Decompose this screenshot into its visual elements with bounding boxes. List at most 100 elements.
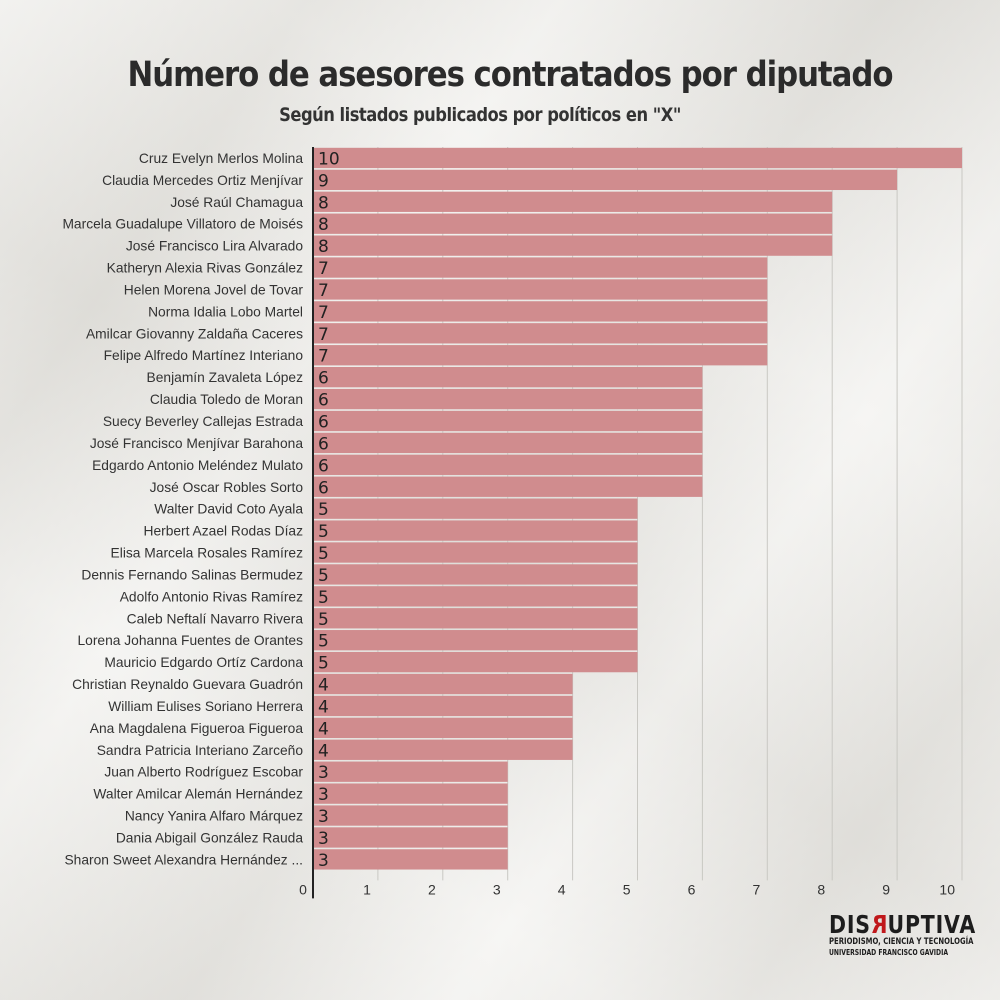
bar	[313, 805, 508, 826]
x-tick-label: 9	[882, 881, 890, 897]
value-label: 5	[318, 632, 329, 652]
x-tick-label: 3	[493, 881, 501, 897]
value-label: 3	[318, 851, 329, 871]
logo-university: UNIVERSIDAD FRANCISCO GAVIDIA	[829, 947, 949, 957]
x-tick-label: 7	[753, 881, 761, 897]
bar	[313, 849, 508, 870]
value-label: 8	[318, 193, 329, 213]
value-label: 6	[318, 391, 329, 411]
value-label: 3	[318, 763, 329, 783]
category-label: José Francisco Lira Alvarado	[126, 239, 303, 254]
value-label: 7	[318, 281, 329, 301]
x-tick-label: 4	[558, 881, 566, 897]
category-label: Christian Reynaldo Guevara Guadrón	[72, 677, 303, 692]
value-label: 5	[318, 522, 329, 542]
bar	[313, 564, 638, 585]
bar	[313, 257, 768, 278]
value-label: 8	[318, 237, 329, 257]
category-label: Katheryn Alexia Rivas González	[107, 261, 303, 276]
value-label: 5	[318, 654, 329, 674]
bar	[313, 673, 573, 695]
category-label: Claudia Toledo de Moran	[150, 392, 303, 407]
x-tick-label: 10	[939, 881, 955, 897]
bar	[313, 323, 768, 344]
category-label: Elisa Marcela Rosales Ramírez	[111, 546, 304, 561]
bar	[313, 717, 573, 739]
category-label: Cruz Evelyn Merlos Molina	[139, 151, 303, 166]
bar	[313, 827, 508, 848]
x-tick-label: 2	[428, 881, 436, 897]
category-label: Claudia Mercedes Ortiz Menjívar	[102, 173, 303, 188]
value-label: 7	[318, 347, 329, 367]
x-tick-label: 1	[363, 881, 371, 897]
bar	[313, 147, 962, 169]
category-label: José Francisco Menjívar Barahona	[90, 436, 304, 451]
value-label: 4	[318, 676, 329, 696]
category-label: José Oscar Robles Sorto	[150, 480, 304, 495]
category-label: Edgardo Antonio Meléndez Mulato	[92, 458, 303, 473]
value-label: 5	[318, 588, 329, 608]
bar	[313, 761, 508, 782]
category-label: Nancy Yanira Alfaro Márquez	[125, 809, 303, 824]
chart-subtitle: Según listados publicados por políticos …	[279, 104, 681, 126]
x-tick-label: 6	[688, 881, 696, 897]
category-label: José Raúl Chamagua	[170, 195, 303, 210]
x-tick-label: 8	[817, 881, 825, 897]
value-label: 3	[318, 829, 329, 849]
bar	[313, 279, 768, 300]
category-label: Walter Amilcar Alemán Hernández	[93, 787, 303, 802]
bar	[313, 476, 703, 497]
logo-wordmark: DISRUPTIVA	[829, 910, 977, 939]
value-label: 3	[318, 807, 329, 827]
bar	[313, 410, 703, 432]
bar	[313, 695, 573, 717]
category-label: Ana Magdalena Figueroa Figueroa	[90, 721, 304, 736]
value-label: 4	[318, 719, 329, 739]
category-label: Helen Morena Jovel de Tovar	[124, 282, 304, 297]
bar	[313, 608, 638, 629]
category-label: Walter David Coto Ayala	[154, 502, 303, 517]
x-tick-label: 5	[623, 881, 631, 897]
logo-tagline: PERIODISMO, CIENCIA Y TECNOLOGÍA	[829, 937, 974, 947]
category-label: Norma Idalia Lobo Martel	[148, 304, 303, 319]
bar	[313, 345, 768, 366]
value-label: 5	[318, 610, 329, 630]
category-label: Mauricio Edgardo Ortíz Cardona	[104, 655, 303, 670]
bar	[313, 301, 768, 322]
category-label: Amilcar Giovanny Zaldaña Caceres	[86, 326, 303, 341]
chart-title: Número de asesores contratados por diput…	[127, 55, 894, 95]
value-label: 7	[318, 303, 329, 323]
bar	[313, 651, 638, 673]
value-label: 6	[318, 434, 329, 454]
bar	[313, 739, 573, 760]
category-label: Lorena Johanna Fuentes de Orantes	[77, 633, 303, 648]
category-label: William Eulises Soriano Herrera	[108, 699, 303, 714]
bar	[313, 454, 703, 475]
bar	[313, 586, 638, 607]
bar	[313, 388, 703, 410]
value-label: 7	[318, 325, 329, 345]
logo-reversed-r: R	[870, 910, 888, 939]
disruptiva-logo: DISRUPTIVA PERIODISMO, CIENCIA Y TECNOLO…	[829, 910, 977, 957]
value-label: 4	[318, 741, 329, 761]
value-label: 5	[318, 500, 329, 520]
bar	[313, 630, 638, 651]
value-label: 3	[318, 785, 329, 805]
bar	[313, 169, 898, 191]
value-label: 6	[318, 369, 329, 389]
bar	[313, 191, 833, 212]
x-tick-label: 0	[299, 881, 307, 897]
category-label: Dennis Fernando Salinas Bermudez	[81, 567, 303, 582]
value-label: 5	[318, 544, 329, 564]
value-label: 8	[318, 215, 329, 235]
value-label: 7	[318, 259, 329, 279]
value-label: 4	[318, 697, 329, 717]
value-label: 9	[318, 171, 329, 191]
value-label: 10	[318, 149, 340, 169]
category-label: Suecy Beverley Callejas Estrada	[103, 414, 303, 429]
category-label: Juan Alberto Rodríguez Escobar	[104, 765, 303, 780]
category-label: Felipe Alfredo Martínez Interiano	[104, 348, 304, 363]
category-label: Adolfo Antonio Rivas Ramírez	[120, 589, 303, 604]
value-label: 5	[318, 566, 329, 586]
